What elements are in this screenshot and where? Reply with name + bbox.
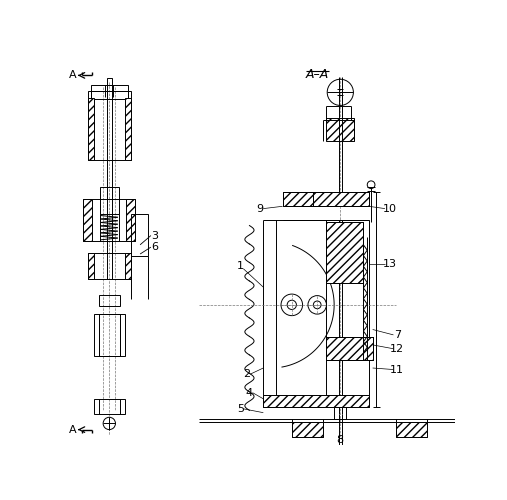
Bar bbox=[94, 314, 125, 356]
Bar bbox=[131, 214, 148, 256]
Text: 3: 3 bbox=[152, 230, 159, 240]
Bar bbox=[125, 98, 131, 160]
Text: 6: 6 bbox=[152, 242, 159, 252]
Bar bbox=[83, 198, 135, 241]
Text: A: A bbox=[69, 424, 77, 434]
Text: 10: 10 bbox=[383, 204, 396, 214]
Bar bbox=[313, 192, 369, 206]
Bar bbox=[125, 252, 131, 280]
Text: 2: 2 bbox=[243, 369, 250, 379]
Bar bbox=[126, 198, 135, 241]
Bar bbox=[107, 78, 112, 84]
Bar bbox=[105, 84, 113, 91]
Bar bbox=[282, 192, 313, 206]
Bar bbox=[91, 91, 128, 98]
Bar bbox=[292, 422, 322, 438]
Bar bbox=[94, 399, 125, 414]
Text: 13: 13 bbox=[383, 259, 396, 269]
Text: 5: 5 bbox=[237, 404, 244, 414]
Text: 1: 1 bbox=[237, 262, 244, 272]
Text: 11: 11 bbox=[390, 364, 404, 374]
Bar bbox=[327, 118, 354, 141]
Bar bbox=[327, 337, 373, 360]
Bar bbox=[327, 222, 364, 284]
Bar bbox=[91, 84, 128, 91]
Bar bbox=[334, 408, 346, 419]
Bar bbox=[88, 98, 94, 160]
Bar bbox=[327, 337, 373, 360]
Bar bbox=[100, 187, 119, 214]
Bar bbox=[88, 91, 131, 160]
Text: 8: 8 bbox=[337, 436, 344, 446]
Bar bbox=[98, 314, 120, 356]
Text: 4: 4 bbox=[246, 388, 253, 398]
Bar bbox=[98, 295, 120, 306]
Text: 9: 9 bbox=[256, 204, 263, 214]
Bar bbox=[88, 252, 94, 280]
Bar bbox=[88, 252, 131, 280]
Bar bbox=[263, 395, 369, 406]
Bar bbox=[396, 422, 426, 438]
Text: A: A bbox=[69, 70, 77, 81]
Bar bbox=[327, 222, 364, 284]
Text: A–A: A–A bbox=[306, 68, 329, 80]
Bar bbox=[83, 198, 92, 241]
Text: 12: 12 bbox=[390, 344, 405, 354]
Bar bbox=[263, 395, 369, 406]
Text: 7: 7 bbox=[394, 330, 401, 340]
